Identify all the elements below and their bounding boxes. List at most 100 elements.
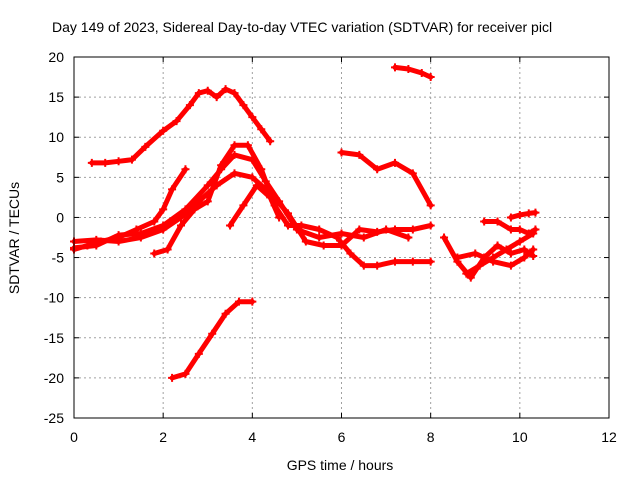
- x-tick-label: 8: [427, 429, 435, 445]
- data-point: [524, 209, 533, 218]
- data-point: [83, 241, 92, 250]
- data-point: [159, 126, 168, 135]
- x-tick-label: 4: [248, 429, 256, 445]
- data-point: [426, 73, 435, 82]
- data-point: [480, 217, 489, 226]
- data-point: [230, 89, 239, 98]
- data-point: [408, 257, 417, 266]
- data-point: [471, 249, 480, 258]
- y-tick-label: 20: [48, 49, 64, 65]
- series-line: [169, 299, 255, 381]
- data-point: [404, 65, 413, 74]
- data-point: [177, 221, 185, 230]
- x-tick-label: 2: [159, 429, 167, 445]
- data-point: [475, 261, 484, 270]
- data-point: [373, 227, 382, 236]
- data-point: [531, 225, 540, 234]
- data-point: [515, 237, 524, 246]
- series-track-7: [150, 141, 435, 270]
- data-point: [520, 245, 529, 254]
- data-point: [489, 257, 498, 266]
- x-tick-label: 12: [601, 429, 617, 445]
- data-point: [284, 209, 292, 218]
- series-track-2: [168, 297, 257, 382]
- data-point: [181, 369, 190, 378]
- x-axis-label: GPS time / hours: [287, 457, 394, 473]
- data-point: [426, 221, 435, 230]
- data-point: [319, 241, 328, 250]
- data-point: [150, 217, 159, 226]
- series-line: [463, 231, 536, 277]
- data-point: [355, 150, 364, 159]
- data-point: [524, 229, 533, 238]
- data-point: [163, 245, 172, 254]
- data-point: [248, 297, 257, 306]
- y-tick-label: -20: [44, 370, 64, 386]
- x-axis-ticks: 0 2 4 6 8 10 12: [70, 57, 617, 445]
- series-line: [89, 86, 273, 166]
- data-point: [159, 225, 168, 234]
- data-point: [337, 229, 346, 238]
- data-point: [181, 165, 190, 174]
- data-point: [185, 101, 194, 110]
- chart-title: Day 149 of 2023, Sidereal Day-to-day VTE…: [52, 19, 552, 35]
- series-track-9: [226, 181, 284, 230]
- data-point: [194, 89, 203, 98]
- series-track-1: [87, 85, 275, 167]
- data-point: [453, 253, 462, 262]
- data-point: [172, 117, 181, 126]
- data-point: [404, 233, 413, 242]
- plot-frame: [73, 56, 610, 419]
- data-point: [230, 150, 239, 159]
- data-point: [177, 213, 185, 222]
- data-point: [297, 221, 306, 230]
- data-point: [132, 225, 141, 234]
- data-point: [301, 237, 310, 246]
- data-point: [337, 148, 346, 157]
- data-point: [208, 329, 217, 338]
- data-point: [391, 225, 399, 234]
- data-point: [239, 101, 248, 110]
- data-point: [531, 208, 540, 217]
- data-point: [114, 233, 123, 242]
- plot-area: [70, 63, 540, 382]
- data-point: [506, 249, 515, 258]
- data-point: [230, 169, 239, 178]
- data-point: [203, 181, 212, 190]
- y-tick-label: -25: [44, 410, 64, 426]
- x-tick-label: 10: [512, 429, 528, 445]
- data-point: [529, 245, 538, 254]
- series-track-10: [440, 233, 538, 282]
- y-tick-label: 5: [56, 169, 64, 185]
- data-point: [408, 169, 417, 178]
- series-track-13: [480, 217, 540, 238]
- data-point: [359, 261, 368, 270]
- series-line: [339, 150, 434, 208]
- data-point: [150, 249, 159, 258]
- data-point: [315, 225, 324, 234]
- data-point: [520, 253, 529, 262]
- data-point: [257, 165, 266, 174]
- data-point: [168, 373, 177, 382]
- data-point: [284, 221, 292, 230]
- data-point: [230, 141, 239, 150]
- data-point: [359, 233, 368, 242]
- data-point: [194, 349, 203, 358]
- series-track-11: [462, 229, 538, 278]
- data-point: [248, 173, 257, 182]
- data-point: [391, 158, 399, 167]
- data-point: [502, 245, 511, 254]
- data-point: [417, 69, 426, 78]
- data-point: [466, 273, 475, 282]
- data-point: [515, 225, 524, 234]
- data-point: [391, 257, 399, 266]
- data-point: [168, 185, 177, 194]
- y-tick-label: 0: [56, 209, 64, 225]
- y-tick-label: 10: [48, 129, 64, 145]
- data-point: [127, 155, 136, 164]
- data-point: [462, 269, 471, 278]
- data-point: [506, 261, 515, 270]
- data-point: [243, 141, 252, 150]
- data-point: [159, 205, 168, 214]
